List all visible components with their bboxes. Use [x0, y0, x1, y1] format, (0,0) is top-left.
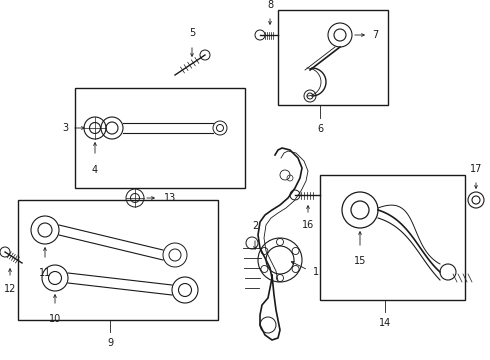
Bar: [75, 88, 245, 188]
Text: 8: 8: [267, 0, 273, 10]
Text: 3: 3: [62, 123, 68, 133]
Text: 13: 13: [164, 193, 176, 203]
Text: 1: 1: [313, 267, 319, 277]
Text: 5: 5: [189, 28, 195, 38]
Text: 6: 6: [317, 124, 323, 134]
Text: 12: 12: [4, 284, 16, 294]
Text: 9: 9: [107, 338, 113, 348]
Bar: [320, 175, 465, 300]
Text: 16: 16: [302, 220, 314, 230]
Text: 14: 14: [379, 318, 391, 328]
Text: 2: 2: [252, 221, 258, 231]
Text: 15: 15: [354, 256, 366, 266]
Text: 10: 10: [49, 314, 61, 324]
Text: 11: 11: [39, 268, 51, 278]
Bar: [18, 200, 218, 320]
Bar: [278, 10, 388, 105]
Text: 17: 17: [470, 164, 482, 174]
Text: 4: 4: [92, 165, 98, 175]
Text: 7: 7: [372, 30, 378, 40]
